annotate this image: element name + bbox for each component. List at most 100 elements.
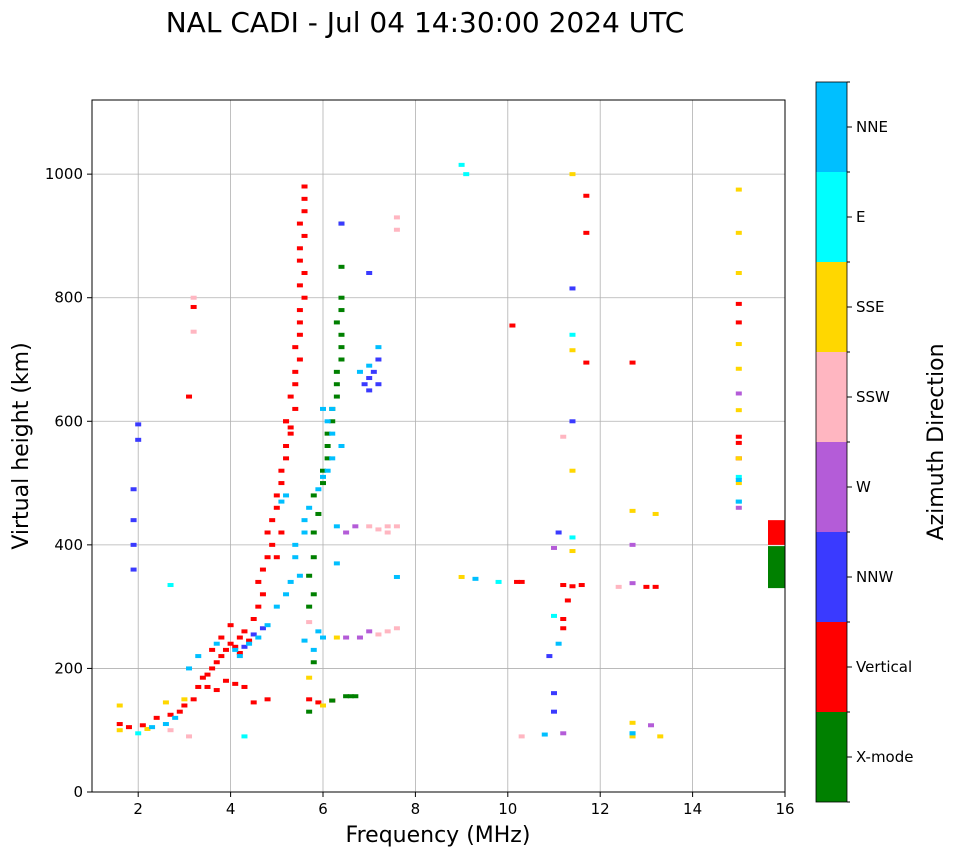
data-point-vertical <box>269 542 276 547</box>
y-tick-label: 400 <box>54 536 83 554</box>
data-point-vertical <box>186 394 193 399</box>
data-point-sse <box>735 408 742 413</box>
data-point-sse <box>569 549 576 554</box>
plot-points <box>116 162 785 739</box>
data-point-nne <box>320 406 326 411</box>
data-point-vertical <box>296 221 303 226</box>
data-point-nne <box>232 647 239 652</box>
y-axis-ticks: 0 200 400 600 800 1000 <box>45 165 92 801</box>
data-point-nne <box>306 505 313 510</box>
data-point-ssw <box>560 434 567 439</box>
data-point-vertical <box>287 425 294 430</box>
data-point-w <box>356 635 363 640</box>
data-point-x-mode <box>333 394 340 399</box>
data-point-x-mode <box>333 382 340 387</box>
data-point-sse <box>629 720 636 725</box>
data-point-vertical <box>250 700 257 705</box>
data-point-sse <box>652 511 659 516</box>
data-point-e <box>735 474 742 479</box>
data-point-nne <box>329 431 336 436</box>
data-point-nnw <box>241 644 248 649</box>
data-point-vertical <box>250 617 257 621</box>
data-point-nnw <box>259 626 266 631</box>
data-point-vertical <box>278 481 285 486</box>
data-point-w <box>352 524 359 529</box>
data-point-w <box>551 545 557 550</box>
data-point-sse <box>629 508 636 513</box>
colorbar-segment-x-mode <box>816 712 847 802</box>
colorbar-segment-vertical <box>816 622 847 712</box>
data-point-w <box>735 391 742 396</box>
data-point-sse <box>181 697 188 702</box>
data-point-vertical <box>296 308 303 313</box>
colorbar-frame <box>815 81 848 803</box>
data-point-ssw <box>186 734 193 739</box>
colorbar-label-nnw: NNW <box>856 568 893 586</box>
data-point-x-mode <box>306 573 313 578</box>
data-point-nne <box>278 499 285 504</box>
data-point-vertical <box>209 647 216 652</box>
side-bar-x-mode <box>768 546 785 589</box>
data-point-nne <box>301 530 308 535</box>
data-point-x-mode <box>338 264 345 269</box>
data-point-vertical <box>296 246 303 251</box>
data-point-x-mode <box>338 357 345 362</box>
data-point-nnw <box>338 221 345 226</box>
x-tick-label: 10 <box>498 800 517 818</box>
data-point-vertical <box>204 672 211 677</box>
data-point-vertical <box>255 604 262 609</box>
data-point-vertical <box>259 567 266 572</box>
data-point-x-mode <box>333 320 340 325</box>
colorbar-label-vertical: Vertical <box>856 658 912 676</box>
data-point-nne <box>195 654 202 659</box>
data-point-e <box>135 731 142 736</box>
data-point-vertical <box>227 641 234 646</box>
data-point-nne <box>338 444 345 448</box>
colorbar-segment-ssw <box>816 352 847 442</box>
data-point-nne <box>333 561 340 566</box>
data-point-nne <box>283 493 290 498</box>
data-point-x-mode <box>315 511 322 516</box>
colorbar-segment-sse <box>816 262 847 352</box>
data-point-vertical <box>283 456 290 461</box>
data-point-vertical <box>292 369 299 374</box>
data-point-vertical <box>301 295 308 300</box>
data-point-ssw <box>384 524 391 529</box>
side-bar-vertical <box>768 520 785 545</box>
data-point-vertical <box>153 715 160 720</box>
data-point-nne <box>555 641 562 646</box>
data-point-ssw <box>190 329 197 334</box>
data-point-ssw <box>393 524 400 529</box>
data-point-x-mode <box>310 660 317 665</box>
data-point-nnw <box>375 382 382 387</box>
colorbar-segment-e <box>816 172 847 262</box>
data-point-nnw <box>546 654 553 659</box>
data-point-nne <box>735 477 742 482</box>
data-point-nne <box>629 731 636 736</box>
data-point-vertical <box>273 555 280 560</box>
data-point-ssw <box>384 530 391 535</box>
data-point-vertical <box>292 406 299 411</box>
data-point-x-mode <box>306 709 313 714</box>
data-point-x-mode <box>310 592 317 597</box>
data-point-vertical <box>509 323 516 328</box>
data-point-ssw <box>167 728 174 733</box>
data-point-w <box>629 542 636 547</box>
data-point-x-mode <box>324 456 331 461</box>
data-point-ssw <box>393 227 400 232</box>
data-point-nne <box>333 524 340 529</box>
data-point-w <box>648 723 655 728</box>
data-point-ssw <box>190 295 197 300</box>
data-point-vertical <box>560 583 567 588</box>
data-point-sse <box>144 726 151 731</box>
data-point-x-mode <box>310 530 317 535</box>
data-point-nne <box>393 574 400 579</box>
data-point-vertical <box>296 283 303 288</box>
data-point-nnw <box>569 419 576 424</box>
data-point-sse <box>116 703 123 708</box>
y-axis-label: Virtual height (km) <box>9 342 34 549</box>
data-point-vertical <box>195 684 202 689</box>
data-point-vertical <box>264 555 271 560</box>
data-point-e <box>495 579 502 584</box>
data-point-nnw <box>130 518 137 523</box>
